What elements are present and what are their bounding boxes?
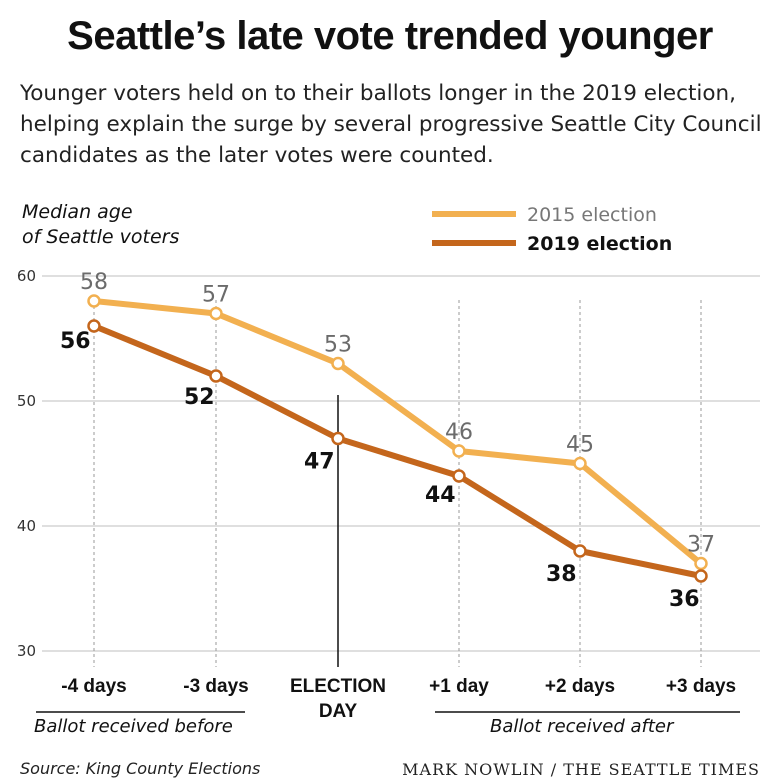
point-0-2 [331,356,345,371]
data-label-2019-1: 52 [184,385,215,410]
y-axis-label-line2: of Seattle voters [22,226,179,248]
y-axis-label-line1: Median age [22,201,133,223]
source-note: Source: King County Elections [20,759,260,778]
x-tick-label-1: -3 days [183,676,248,697]
point-0-1 [209,306,223,321]
x-axis-ticks: -4 days -3 days ELECTION DAY +1 day +2 days +3… [61,676,736,722]
data-label-2015-1: 57 [202,283,230,308]
point-0-5 [694,556,708,571]
point-0-4 [573,456,587,471]
series-line-1 [92,323,702,579]
data-label-2019-0: 56 [60,329,91,354]
legend-label-2015: 2015 election [527,204,657,226]
point-0-0 [87,294,101,308]
data-label-2015-2: 53 [324,333,352,358]
point-1-5 [694,569,708,583]
y-tick-label-30: 30 [17,642,36,660]
group-label-after: Ballot received after [490,716,675,737]
chart-title: Seattle’s late vote trended younger [67,14,713,58]
data-label-2015-3: 46 [445,420,473,445]
point-1-0 [87,319,101,333]
x-tick-label-0: -4 days [61,676,126,697]
data-label-2015-0: 58 [80,270,108,295]
y-tick-label-60: 60 [17,267,36,285]
data-label-2019-2: 47 [304,450,335,475]
point-0-3 [452,444,466,458]
data-label-2015-5: 37 [687,533,715,558]
category-guide-lines [93,300,702,667]
credit-line: MARK NOWLIN / THE SEATTLE TIMES [402,760,760,779]
x-tick-label-2-line1: DAY [319,701,358,722]
series-lines: 58 57 53 46 45 37 56 52 47 44 38 36 [60,270,715,612]
data-label-2019-5: 36 [669,587,700,612]
y-tick-label-40: 40 [17,517,36,535]
data-label-2019-3: 44 [425,483,456,508]
x-tick-label-4: +2 days [545,676,615,697]
y-axis-ticks: 30 40 50 60 [17,267,36,660]
data-label-2019-4: 38 [546,562,577,587]
x-tick-label-2-line0: ELECTION [290,676,386,697]
x-tick-label-3: +1 day [429,676,489,697]
point-1-3 [452,469,466,483]
chart-subtitle: Younger voters held on to their ballots … [20,81,762,168]
data-label-2015-4: 45 [566,433,594,458]
point-1-2 [331,431,345,446]
legend: 2015 election 2019 election [432,204,672,255]
group-label-before: Ballot received before [34,716,233,737]
gridlines [42,275,760,652]
y-tick-label-50: 50 [17,392,36,410]
series-line-0 [93,298,703,566]
legend-label-2019: 2019 election [527,233,672,255]
x-tick-label-5: +3 days [666,676,736,697]
point-1-4 [573,544,587,558]
point-1-1 [209,369,223,383]
